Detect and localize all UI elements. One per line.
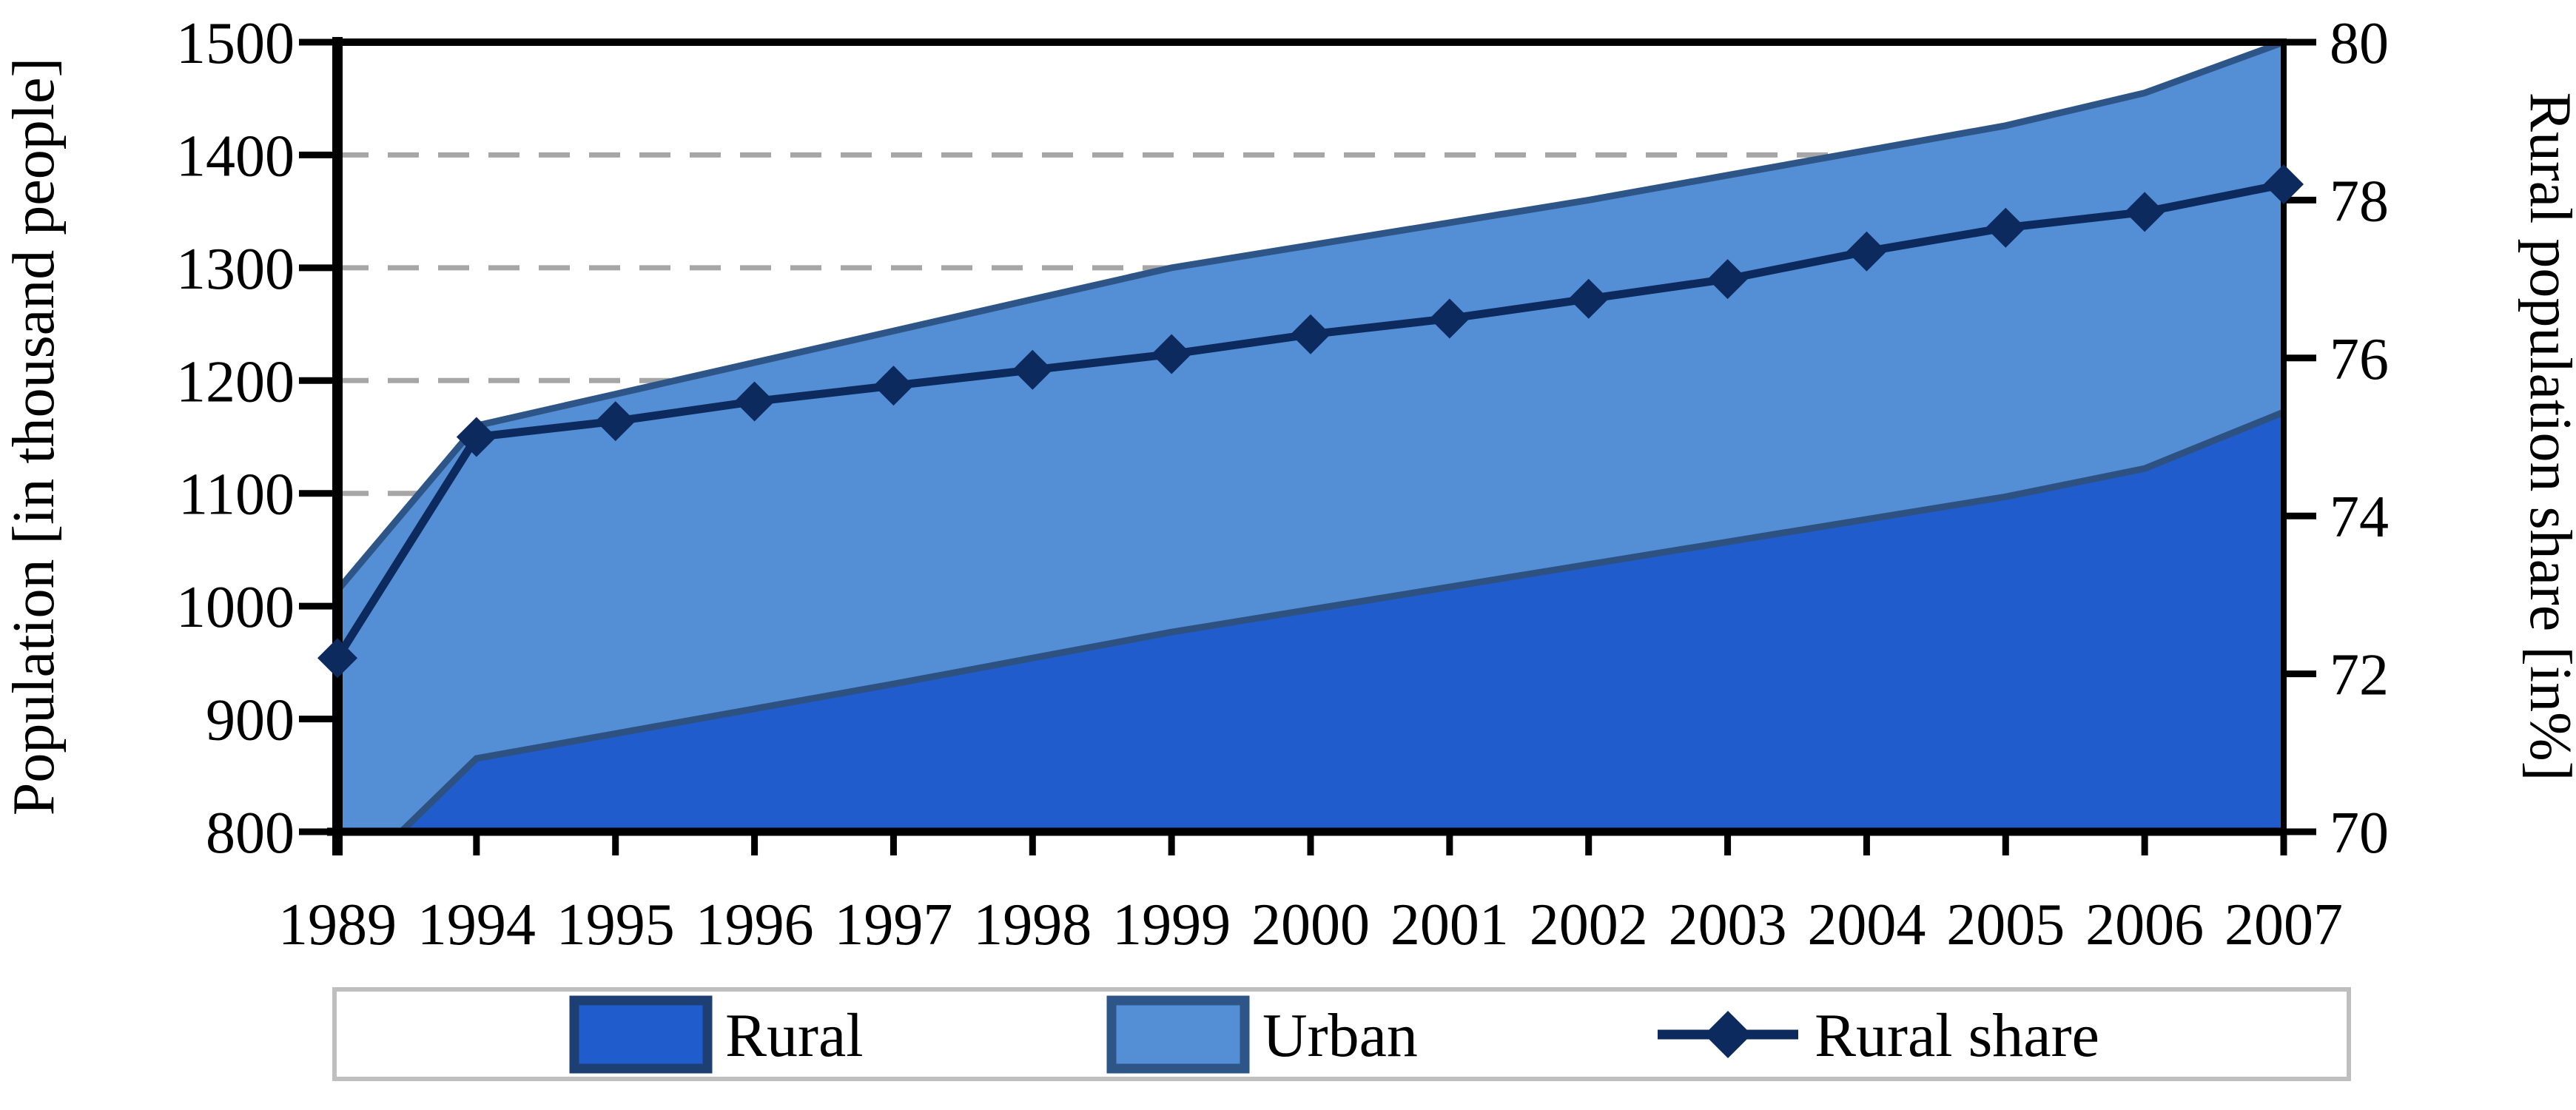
right-tick-label-78: 78	[2330, 169, 2389, 234]
x-tick-label-1994: 1994	[417, 892, 536, 958]
left-axis-title: Population [in thousand people]	[1, 58, 67, 815]
left-tick-label-1000: 1000	[176, 575, 295, 640]
x-tick-label-2006: 2006	[2085, 892, 2204, 958]
left-tick-label-1400: 1400	[176, 124, 295, 189]
rural-share-line-layer	[317, 164, 2304, 679]
stacked-areas-layer	[337, 42, 2284, 832]
rural-share-marker-2007	[2264, 164, 2304, 205]
right-tick-label-76: 76	[2330, 327, 2389, 392]
x-tick-label-2001: 2001	[1390, 892, 1509, 958]
rural-share-marker-2000	[1291, 314, 1331, 354]
x-tick-label-1996: 1996	[696, 892, 814, 958]
x-tick-label-1999: 1999	[1112, 892, 1231, 958]
x-tick-label-2002: 2002	[1530, 892, 1648, 958]
right-tick-label-72: 72	[2330, 643, 2389, 708]
x-tick-label-2004: 2004	[1807, 892, 1926, 958]
left-tick-label-1300: 1300	[176, 237, 295, 302]
rural-share-marker-1998	[1012, 349, 1053, 390]
rural-area-edge	[396, 408, 2284, 832]
rural-share-marker-2001	[1429, 298, 1470, 339]
left-tick-label-1500: 1500	[176, 11, 295, 76]
left-tick-label-900: 900	[206, 688, 295, 753]
rural-share-marker-2003	[1707, 259, 1748, 300]
x-tick-label-2007: 2007	[2224, 892, 2343, 958]
rural-share-marker-1996	[734, 381, 775, 422]
legend-label-urban: Urban	[1262, 1001, 1418, 1070]
legend-diamond-icon	[1704, 1011, 1752, 1058]
rural-share-marker-1989	[317, 638, 357, 679]
x-tick-label-1995: 1995	[556, 892, 675, 958]
axes-layer	[299, 37, 2316, 855]
urban-area-edge	[337, 42, 2284, 593]
right-axis-title: Rural population share [in%]	[2518, 92, 2576, 781]
legend-label-rural-share: Rural share	[1815, 1001, 2099, 1070]
x-tick-label-1998: 1998	[973, 892, 1092, 958]
left-tick-label-1100: 1100	[178, 462, 295, 528]
tick-labels-layer: 1500 1400 1300 1200 1100 1000 900 800 80 78 76 74 72…	[176, 11, 2389, 958]
rural-share-marker-2006	[2125, 192, 2165, 232]
right-tick-label-74: 74	[2330, 485, 2389, 550]
rural-share-marker-2002	[1568, 278, 1609, 319]
right-tick-label-80: 80	[2330, 11, 2389, 76]
x-tick-label-1989: 1989	[278, 892, 397, 958]
right-tick-label-70: 70	[2330, 801, 2389, 866]
legend: Rural Urban Rural share	[332, 987, 2351, 1081]
left-tick-label-1200: 1200	[176, 349, 295, 414]
rural-share-marker-2005	[1985, 207, 2026, 248]
rural-share-marker-1999	[1151, 334, 1192, 374]
x-tick-label-2003: 2003	[1669, 892, 1787, 958]
rural-share-marker-1994	[456, 417, 497, 457]
x-tick-label-2000: 2000	[1251, 892, 1370, 958]
legend-swatch-rural	[569, 995, 713, 1074]
x-tick-label-2005: 2005	[1946, 892, 2065, 958]
legend-label-rural: Rural	[725, 1001, 864, 1070]
rural-area	[401, 411, 2284, 832]
rural-share-marker-2004	[1846, 231, 1887, 272]
rural-share-marker-1997	[873, 366, 914, 406]
rural-share-marker-1995	[595, 401, 636, 442]
legend-swatch-urban	[1106, 995, 1250, 1074]
left-tick-label-800: 800	[206, 801, 295, 866]
x-tick-label-1997: 1997	[834, 892, 952, 958]
